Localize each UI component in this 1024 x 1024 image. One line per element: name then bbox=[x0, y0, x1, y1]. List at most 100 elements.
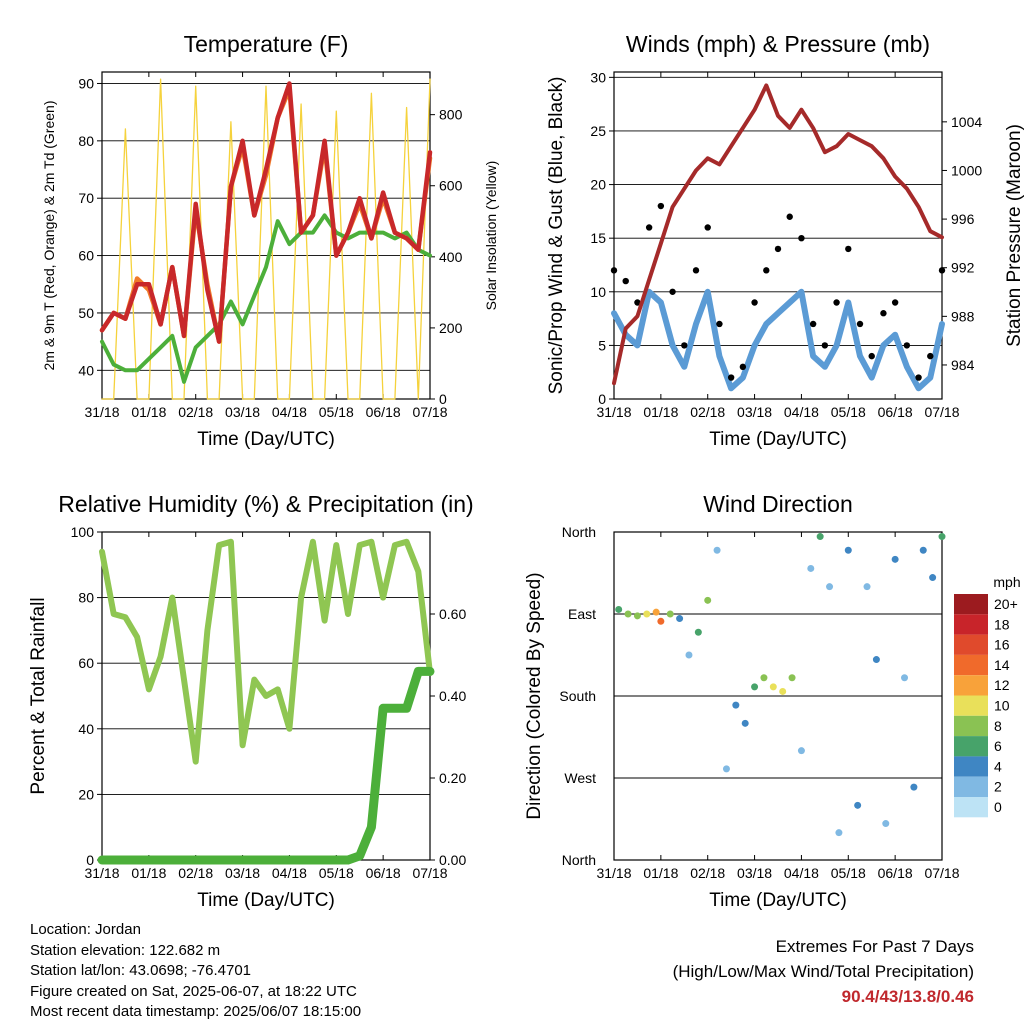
series-relative-humidity bbox=[99, 538, 433, 765]
x-tick-label: 02/18 bbox=[178, 865, 213, 881]
direction-point bbox=[732, 701, 740, 709]
gust-point bbox=[915, 374, 922, 381]
x-tick-label: 02/18 bbox=[690, 404, 725, 420]
y-tick-label: East bbox=[568, 606, 596, 622]
y-tick-label: North bbox=[562, 524, 596, 540]
y-tick-label: South bbox=[559, 688, 596, 704]
legend-label: 6 bbox=[994, 738, 1002, 754]
direction-point bbox=[722, 765, 730, 773]
y2-tick-label: 992 bbox=[951, 260, 975, 276]
gust-point bbox=[681, 342, 688, 349]
y2-tick-label: 996 bbox=[951, 211, 975, 227]
x-tick-label: 05/18 bbox=[319, 404, 354, 420]
legend-swatch bbox=[954, 614, 988, 635]
gust-point bbox=[868, 352, 875, 360]
direction-point bbox=[652, 608, 660, 616]
y-tick-label: North bbox=[562, 852, 596, 868]
y-tick-label: 60 bbox=[78, 248, 94, 264]
gust-point bbox=[610, 267, 618, 274]
y2-tick-label: 0.00 bbox=[439, 852, 466, 868]
direction-point bbox=[807, 564, 815, 572]
direction-point bbox=[863, 583, 871, 591]
x-tick-label: 01/18 bbox=[131, 404, 166, 420]
gust-point bbox=[751, 299, 758, 306]
gust-point bbox=[692, 267, 700, 274]
gust-point bbox=[704, 224, 711, 231]
y2-tick-label: 984 bbox=[951, 357, 975, 373]
x-axis-label: Time (Day/UTC) bbox=[709, 429, 847, 450]
station-info: Location: Jordan Station elevation: 122.… bbox=[30, 920, 361, 1023]
x-tick-label: 04/18 bbox=[784, 404, 819, 420]
gust-point bbox=[727, 374, 735, 381]
extremes-summary: Extremes For Past 7 Days (High/Low/Max W… bbox=[673, 934, 974, 1009]
legend-label: 0 bbox=[994, 799, 1002, 815]
chart-title: Wind Direction bbox=[703, 491, 853, 517]
chart-title: Winds (mph) & Pressure (mb) bbox=[626, 31, 930, 57]
legend-title: mph bbox=[993, 574, 1020, 590]
y2-tick-label: 800 bbox=[439, 107, 463, 123]
legend-swatch bbox=[954, 654, 988, 676]
legend-label: 14 bbox=[994, 657, 1010, 673]
legend-label: 18 bbox=[994, 616, 1010, 632]
gust-point bbox=[833, 299, 840, 306]
x-tick-label: 31/18 bbox=[596, 865, 631, 881]
direction-point bbox=[854, 801, 862, 809]
y-tick-label: 60 bbox=[78, 655, 94, 671]
x-tick-label: 03/18 bbox=[737, 404, 772, 420]
direction-point bbox=[615, 605, 623, 613]
y-axis-label: 2m & 9m T (Red, Orange) & 2m Td (Green) bbox=[41, 101, 57, 371]
y-tick-label: 90 bbox=[78, 75, 94, 91]
gust-point bbox=[809, 320, 817, 328]
x-tick-label: 07/18 bbox=[412, 404, 447, 420]
y-tick-label: 80 bbox=[78, 133, 94, 149]
y-tick-label: 40 bbox=[78, 721, 94, 737]
plot-frame bbox=[101, 71, 431, 400]
direction-point bbox=[704, 596, 712, 604]
direction-point bbox=[633, 612, 641, 620]
gust-point bbox=[880, 310, 887, 317]
direction-point bbox=[816, 533, 824, 541]
extremes-title: Extremes For Past 7 Days bbox=[775, 937, 974, 956]
x-tick-label: 03/18 bbox=[225, 404, 260, 420]
direction-point bbox=[788, 674, 796, 682]
x-tick-label: 04/18 bbox=[272, 865, 307, 881]
direction-point bbox=[694, 628, 702, 636]
figure-created: Figure created on Sat, 2025-06-07, at 18… bbox=[30, 982, 357, 1000]
legend-swatch bbox=[954, 695, 988, 716]
gust-point bbox=[634, 299, 641, 306]
x-axis-label: Time (Day/UTC) bbox=[709, 890, 847, 911]
chart-panel-4: Wind Direction 31/18 01/18 02/18 03/18 04/18 0… bbox=[524, 491, 1021, 911]
direction-point bbox=[901, 674, 909, 682]
gust-point bbox=[927, 352, 934, 360]
y2-axis-label: Station Pressure (Maroon) bbox=[1004, 124, 1024, 347]
y-tick-label: 70 bbox=[78, 190, 94, 206]
x-tick-label: 06/18 bbox=[366, 404, 401, 420]
direction-point bbox=[666, 610, 674, 618]
gust-point bbox=[786, 213, 793, 220]
x-tick-label: 01/18 bbox=[131, 865, 166, 881]
y-axis-label: Direction (Colored By Speed) bbox=[524, 572, 545, 819]
x-tick-label: 01/18 bbox=[643, 865, 678, 881]
legend-swatch bbox=[954, 776, 988, 797]
y-tick-label: 0 bbox=[598, 391, 606, 407]
y-tick-label: 25 bbox=[590, 123, 606, 139]
x-tick-label: 01/18 bbox=[643, 404, 678, 420]
series-2m-t bbox=[99, 81, 433, 344]
legend-label: 2 bbox=[994, 779, 1002, 795]
legend-label: 8 bbox=[994, 718, 1002, 734]
chart-panel-2: Winds (mph) & Pressure (mb) 31/18 01/18 02/… bbox=[546, 31, 1024, 450]
gust-point bbox=[739, 363, 747, 371]
direction-point bbox=[919, 546, 927, 554]
y2-tick-label: 0.40 bbox=[439, 688, 466, 704]
y-axis-label: Percent & Total Rainfall bbox=[28, 597, 49, 794]
direction-point bbox=[844, 546, 852, 554]
legend-swatch bbox=[954, 797, 988, 818]
y-tick-label: 10 bbox=[590, 284, 606, 300]
y2-tick-label: 0 bbox=[439, 391, 447, 407]
gust-point bbox=[657, 202, 665, 210]
direction-point bbox=[797, 747, 805, 755]
chart-title: Temperature (F) bbox=[184, 31, 349, 57]
direction-point bbox=[643, 610, 651, 618]
y-tick-label: West bbox=[564, 770, 596, 786]
y-tick-label: 15 bbox=[590, 230, 606, 246]
